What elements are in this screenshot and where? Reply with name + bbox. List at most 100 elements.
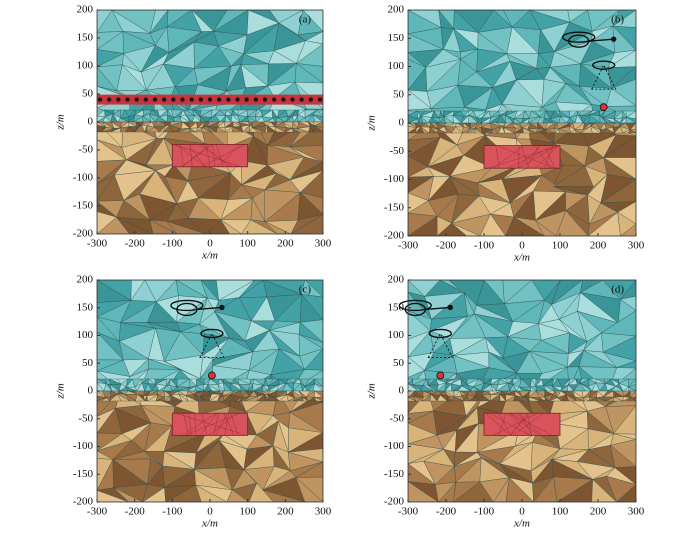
transmitter bbox=[170, 299, 225, 358]
y-tick-label: 0 bbox=[399, 117, 405, 129]
mesh-cell bbox=[149, 219, 177, 234]
mesh-edge bbox=[182, 413, 190, 436]
x-tick-label: 0 bbox=[519, 240, 525, 252]
station bbox=[299, 97, 304, 102]
mesh-cell bbox=[295, 477, 323, 502]
mesh-edge bbox=[519, 413, 533, 436]
mesh-edge bbox=[184, 413, 241, 436]
mesh-edge bbox=[194, 413, 196, 436]
mesh-edge bbox=[230, 413, 239, 436]
y-axis-label: z/m bbox=[366, 115, 378, 131]
x-tick-label: 200 bbox=[277, 506, 294, 518]
station bbox=[271, 97, 277, 102]
panel-label: (a) bbox=[299, 14, 312, 26]
x-tick-label: 0 bbox=[207, 238, 213, 250]
x-tick-label: 100 bbox=[239, 238, 256, 250]
mesh-cell bbox=[491, 129, 499, 134]
x-tick-label: -300 bbox=[398, 506, 419, 518]
x-axis-label: x/m bbox=[513, 518, 530, 530]
x-tick-label: 100 bbox=[552, 240, 569, 252]
mesh-cell bbox=[451, 126, 463, 134]
x-tick-label: -300 bbox=[398, 240, 419, 252]
tether bbox=[427, 332, 454, 358]
mesh-cell bbox=[528, 396, 541, 402]
mesh-edge bbox=[188, 413, 192, 436]
panel: -300 -200 -100 0 100 200 300-200-150-100-50050… bbox=[366, 4, 645, 264]
mesh-cell bbox=[220, 219, 242, 234]
mesh-cell bbox=[135, 393, 146, 402]
source bbox=[599, 103, 608, 112]
y-tick-label: -150 bbox=[73, 468, 94, 480]
x-tick-label: 100 bbox=[239, 506, 256, 518]
station bbox=[262, 97, 268, 102]
mesh-cell bbox=[535, 220, 557, 236]
mesh bbox=[408, 280, 636, 502]
mesh bbox=[408, 10, 636, 236]
y-axis-label: z/m bbox=[366, 383, 378, 399]
mesh-edge bbox=[172, 144, 241, 167]
mesh-cell bbox=[574, 128, 582, 134]
tail bbox=[588, 38, 614, 42]
panel: -300 -200 -100 0 100 200 300-200-150-100-50050… bbox=[366, 274, 645, 530]
mesh-cell bbox=[544, 396, 550, 402]
mesh-cell bbox=[408, 397, 417, 402]
loop bbox=[428, 328, 452, 339]
station bbox=[161, 97, 167, 102]
x-tick-label: 0 bbox=[519, 506, 525, 518]
y-tick-label: 150 bbox=[388, 32, 405, 44]
station bbox=[143, 97, 149, 102]
y-tick-label: -50 bbox=[389, 412, 404, 424]
mesh-cell bbox=[313, 125, 323, 133]
mesh-cell bbox=[451, 396, 465, 402]
mesh-cell bbox=[124, 126, 136, 133]
panel-label: (c) bbox=[299, 284, 312, 296]
y-tick-label: -150 bbox=[384, 201, 405, 213]
loop bbox=[592, 60, 616, 70]
mesh-edge bbox=[498, 413, 512, 436]
anomaly bbox=[483, 412, 561, 436]
mesh-edge bbox=[181, 144, 213, 167]
tail-rotor bbox=[447, 304, 453, 311]
panel-label: (d) bbox=[611, 284, 624, 296]
mesh-cell bbox=[625, 397, 636, 402]
x-axis-label: x/m bbox=[513, 252, 530, 264]
x-axis-label: x/m bbox=[201, 250, 218, 262]
station bbox=[317, 97, 323, 102]
mesh-cell bbox=[557, 128, 571, 134]
mesh-cell bbox=[267, 125, 277, 133]
mesh-edge bbox=[517, 145, 541, 169]
mesh-cell bbox=[479, 213, 506, 236]
mesh-edge bbox=[200, 413, 217, 436]
mesh-edge bbox=[507, 145, 555, 169]
x-tick-label: -100 bbox=[162, 238, 183, 250]
mesh-cell bbox=[193, 393, 206, 402]
mesh-cell bbox=[313, 396, 323, 402]
mesh-cell bbox=[420, 126, 430, 134]
station bbox=[125, 97, 130, 102]
y-tick-label: -200 bbox=[73, 496, 94, 508]
mesh-cell bbox=[451, 223, 481, 236]
transmitter bbox=[562, 31, 617, 90]
y-tick-label: 50 bbox=[82, 88, 94, 100]
station bbox=[235, 97, 240, 102]
mesh-cell bbox=[436, 394, 448, 402]
mesh-cell bbox=[264, 221, 292, 234]
rotor bbox=[170, 299, 204, 312]
mesh bbox=[97, 10, 323, 234]
y-tick-label: 0 bbox=[88, 116, 94, 128]
y-tick-label: -50 bbox=[78, 412, 93, 424]
mesh-cell bbox=[499, 393, 507, 402]
station bbox=[308, 97, 314, 102]
x-tick-label: 300 bbox=[628, 506, 645, 518]
mesh-edge bbox=[509, 413, 531, 436]
mesh-cell bbox=[408, 481, 439, 502]
y-tick-label: -50 bbox=[78, 144, 93, 156]
station bbox=[226, 97, 231, 102]
mesh-cell bbox=[512, 395, 524, 402]
y-tick-label: 150 bbox=[77, 32, 94, 44]
mesh-cell bbox=[267, 394, 281, 402]
y-tick-label: -100 bbox=[384, 173, 405, 185]
y-tick-label: 50 bbox=[393, 357, 405, 369]
mesh-edge bbox=[521, 145, 529, 169]
rotor bbox=[562, 31, 596, 43]
